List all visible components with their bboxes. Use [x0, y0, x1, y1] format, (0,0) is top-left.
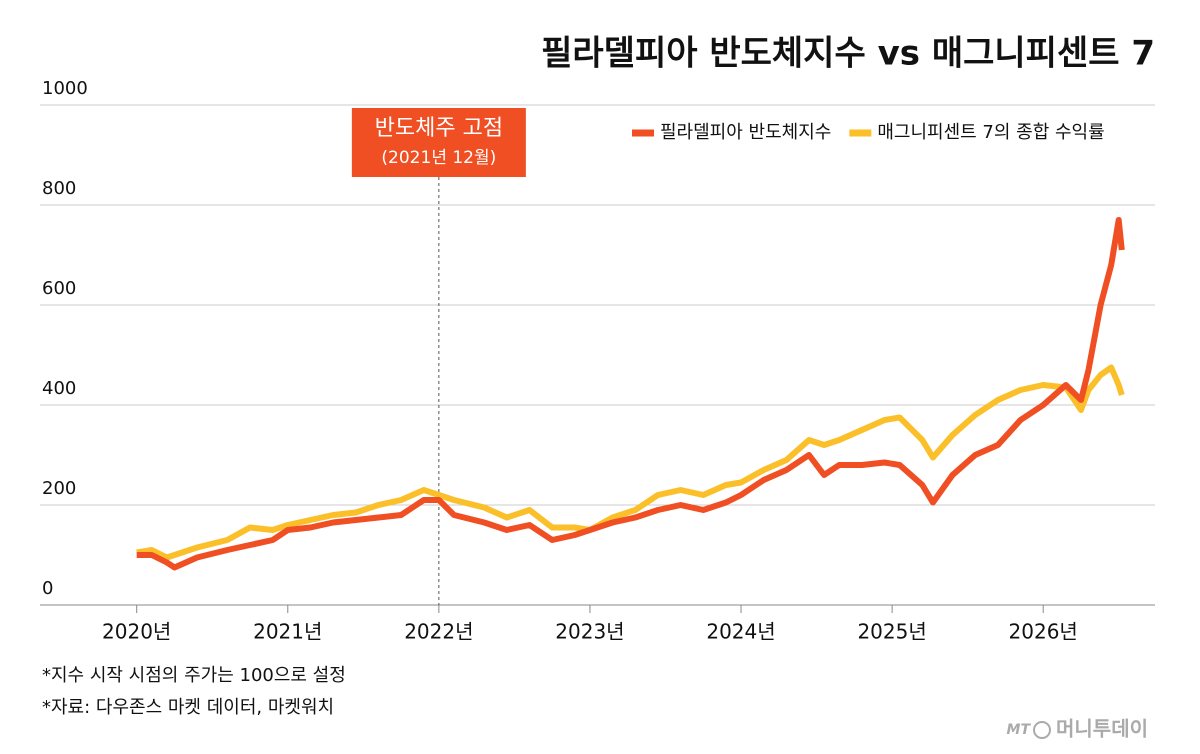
y-tick-label: 400	[42, 378, 76, 399]
annotation-subtitle: (2021년 12월)	[381, 148, 496, 168]
x-tick-label: 2022년	[404, 620, 473, 644]
x-tick-label: 2021년	[253, 620, 322, 644]
x-tick-label: 2024년	[706, 620, 775, 644]
chart-title: 필라델피아 반도체지수 vs 매그니피센트 7	[541, 34, 1155, 74]
logo-icon	[1033, 721, 1051, 739]
line-series	[136, 217, 1125, 571]
logo-name: 머니투데이	[1056, 717, 1148, 741]
legend-label: 매그니피센트 7의 종합 수익률	[877, 122, 1104, 143]
line-series	[136, 364, 1125, 561]
y-tick-label: 0	[42, 578, 53, 599]
x-tick-label: 2026년	[1009, 620, 1078, 644]
y-tick-label: 800	[42, 178, 76, 199]
annotation-title: 반도체주 고점	[375, 116, 503, 141]
y-tick-label: 600	[42, 278, 76, 299]
footnote: *자료: 다우존스 마켓 데이터, 마켓워치	[42, 697, 334, 718]
x-tick-label: 2020년	[102, 620, 171, 644]
y-tick-label: 1000	[42, 78, 88, 99]
footnote: *지수 시작 시점의 주가는 100으로 설정	[42, 665, 346, 686]
x-tick-label: 2023년	[555, 620, 624, 644]
x-tick-label: 2025년	[857, 620, 926, 644]
y-tick-label: 200	[42, 478, 76, 499]
legend-label: 필라델피아 반도체지수	[660, 122, 831, 143]
annotation-box	[351, 108, 526, 177]
logo-mark: MT	[1007, 722, 1032, 738]
